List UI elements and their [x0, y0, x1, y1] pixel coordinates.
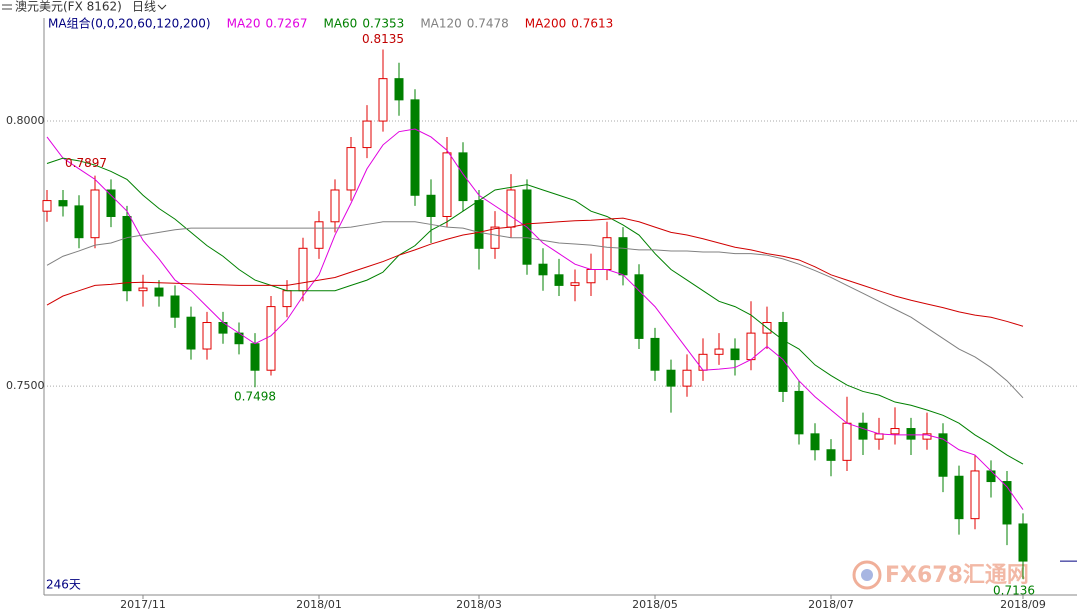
x-tick-label: 2018/05	[632, 598, 678, 611]
legend-name: MA20	[227, 17, 261, 31]
candle-body	[378, 78, 388, 122]
candle-body	[330, 189, 340, 223]
moving-average-line	[46, 217, 1024, 327]
candle-body	[106, 189, 116, 217]
candle-body	[314, 221, 324, 249]
moving-average-line	[46, 128, 1024, 510]
candle-body	[138, 287, 148, 292]
candle-body	[874, 433, 884, 440]
legend-value: 0.7613	[571, 17, 613, 31]
candle-body	[442, 152, 452, 217]
candle-body	[282, 290, 292, 308]
candle-body	[714, 348, 724, 355]
candle-body	[410, 99, 420, 196]
candle-body	[746, 332, 756, 361]
extreme-label: 0.7897	[65, 156, 107, 170]
candle-body	[42, 200, 52, 212]
candle-body	[890, 428, 900, 435]
candle-body	[602, 237, 612, 270]
candle-body	[458, 152, 468, 202]
candle-body	[538, 263, 548, 276]
legend-value: 0.7353	[362, 17, 404, 31]
candle-body	[250, 343, 260, 371]
candle-body	[666, 369, 676, 387]
x-tick-label: 2018/01	[296, 598, 342, 611]
candle-body	[938, 433, 948, 477]
legend-value: 0.7267	[265, 17, 307, 31]
candle-body	[858, 422, 868, 440]
legend-name: MA200	[525, 17, 566, 31]
candle-body	[186, 316, 196, 350]
watermark-logo	[852, 560, 882, 590]
y-tick-label: 0.8000	[6, 114, 45, 127]
candle-body	[778, 322, 788, 392]
candle-body	[554, 274, 564, 286]
x-tick-label: 2018/03	[456, 598, 502, 611]
moving-average-line	[46, 157, 1024, 465]
symbol-title[interactable]: 澳元美元(FX 8162)	[15, 0, 122, 14]
candle-body	[506, 189, 516, 228]
candle-body	[426, 194, 436, 217]
candle-body	[346, 147, 356, 191]
legend-name: MA60	[323, 17, 357, 31]
candle-body	[730, 348, 740, 361]
candle-body	[394, 78, 404, 101]
extreme-label: 0.7136	[993, 584, 1035, 598]
candle-body	[1002, 481, 1012, 525]
candle-body	[122, 215, 132, 292]
extreme-label: 0.8135	[362, 32, 404, 46]
candle-body	[698, 353, 708, 371]
candle-body	[362, 120, 372, 149]
candle-body	[826, 449, 836, 461]
legend-title[interactable]: MA组合(0,0,20,60,120,200)	[48, 16, 211, 31]
legend-name: MA120	[420, 17, 461, 31]
candle-body	[1018, 523, 1028, 562]
candle-body	[170, 295, 180, 318]
watermark: FX678汇通网	[885, 563, 1029, 588]
candle-body	[474, 200, 484, 249]
candle-body	[154, 287, 164, 297]
x-tick-label: 2018/07	[808, 598, 854, 611]
candle-body	[906, 428, 916, 440]
candle-body	[954, 475, 964, 520]
candle-body	[634, 274, 644, 339]
x-tick-label: 2018/09	[1000, 598, 1046, 611]
bar-count: 246天	[46, 578, 81, 592]
candle-body	[586, 268, 596, 284]
candle-body	[922, 433, 932, 440]
candle-body	[90, 189, 100, 239]
moving-average-line	[46, 221, 1024, 399]
extreme-label: 0.7498	[234, 390, 276, 404]
candle-body	[650, 337, 660, 371]
candle-body	[810, 433, 820, 451]
candle-body	[266, 306, 276, 371]
candle-body	[490, 226, 500, 249]
candle-body	[202, 322, 212, 350]
y-tick-label: 0.7500	[6, 379, 45, 392]
candle-body	[298, 247, 308, 292]
legend-value: 0.7478	[467, 17, 509, 31]
symbol-icon	[2, 4, 12, 10]
candle-body	[682, 369, 692, 387]
candle-body	[794, 390, 804, 435]
candle-body	[570, 282, 580, 286]
period[interactable]: 日线	[132, 0, 156, 14]
x-tick-label: 2017/11	[120, 598, 166, 611]
candle-body	[618, 237, 628, 276]
candle-body	[74, 205, 84, 239]
candle-body	[842, 422, 852, 461]
candle-body	[986, 470, 996, 483]
candle-body	[58, 200, 68, 207]
period-dropdown[interactable]	[157, 4, 167, 10]
candle-body	[970, 470, 980, 520]
